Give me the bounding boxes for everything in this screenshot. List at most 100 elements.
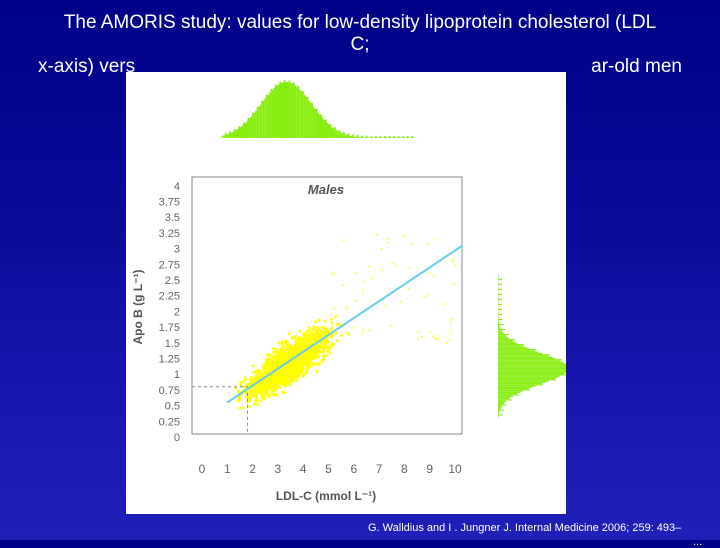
scatter-point bbox=[277, 382, 281, 386]
scatter-point bbox=[274, 383, 278, 387]
top-histogram-bar bbox=[230, 132, 233, 138]
scatter-point bbox=[286, 354, 290, 358]
scatter-point bbox=[302, 374, 305, 378]
top-histogram-bar bbox=[276, 85, 278, 138]
y-tick-label: 3 bbox=[174, 244, 180, 256]
scatter-point bbox=[313, 356, 317, 360]
scatter-outlier bbox=[342, 239, 345, 242]
scatter-point bbox=[297, 338, 301, 342]
right-histogram-bar bbox=[498, 334, 509, 336]
right-histogram-bar bbox=[498, 318, 503, 321]
scatter-point bbox=[289, 353, 293, 356]
scatter-point bbox=[256, 390, 259, 394]
top-histogram-bar bbox=[387, 137, 389, 138]
scatter-point bbox=[274, 364, 278, 368]
top-histogram-bar bbox=[299, 89, 301, 138]
scatter-point bbox=[265, 367, 269, 371]
scatter-point bbox=[262, 367, 265, 371]
top-histogram-bar bbox=[331, 126, 333, 138]
scatter-point bbox=[323, 326, 326, 330]
scatter-point bbox=[319, 340, 323, 344]
scatter-point bbox=[256, 389, 259, 393]
top-histogram-bar bbox=[224, 132, 227, 138]
scatter-point bbox=[267, 380, 271, 384]
scatter-point bbox=[266, 369, 269, 373]
x-tick-label: 7 bbox=[376, 462, 383, 476]
scatter-point bbox=[310, 338, 313, 342]
scatter-point bbox=[324, 341, 328, 345]
right-histogram-bar bbox=[498, 361, 563, 363]
right-histogram-bar bbox=[498, 360, 561, 362]
scatter-point bbox=[272, 377, 276, 380]
y-tick-label: 2.75 bbox=[159, 259, 180, 271]
scatter-point bbox=[296, 373, 299, 377]
right-histogram-bar bbox=[498, 405, 502, 407]
scatter-point bbox=[309, 330, 312, 334]
scatter-point bbox=[326, 329, 330, 333]
right-histogram-bar bbox=[498, 342, 518, 344]
top-histogram-bar bbox=[397, 135, 400, 138]
scatter-point bbox=[279, 374, 283, 377]
scatter-point bbox=[311, 355, 314, 358]
scatter-point bbox=[312, 328, 315, 331]
scatter-point bbox=[272, 350, 275, 354]
scatter-point bbox=[262, 372, 265, 376]
top-histogram-bar bbox=[255, 110, 257, 138]
top-histogram-bar bbox=[261, 100, 263, 138]
scatter-point bbox=[301, 348, 305, 352]
scatter-outlier bbox=[450, 333, 452, 335]
y-tick-label: 0 bbox=[174, 432, 180, 444]
scatter-point bbox=[267, 365, 271, 369]
top-histogram-bar bbox=[233, 129, 236, 138]
scatter-point bbox=[288, 349, 292, 352]
scatter-outlier bbox=[345, 307, 348, 309]
scatter-point bbox=[258, 381, 261, 385]
scatter-point bbox=[321, 354, 325, 358]
scatter-point bbox=[260, 384, 264, 387]
right-histogram-bar bbox=[498, 393, 518, 395]
scatter-point bbox=[251, 364, 255, 368]
top-histogram-bar bbox=[303, 94, 306, 138]
scatter-point bbox=[325, 353, 328, 357]
top-histogram-bar bbox=[356, 134, 359, 138]
scatter-point bbox=[304, 342, 307, 346]
top-histogram-bar bbox=[274, 84, 277, 138]
right-histogram-bar bbox=[498, 335, 507, 337]
scatter-point bbox=[308, 332, 311, 336]
scatter-outlier bbox=[432, 335, 435, 338]
right-histogram-bar bbox=[498, 306, 499, 308]
right-histogram-bar bbox=[498, 281, 499, 283]
scatter-point bbox=[316, 344, 320, 348]
scatter-point bbox=[322, 344, 325, 348]
top-histogram-bar bbox=[385, 137, 388, 138]
x-tick-label: 10 bbox=[448, 462, 462, 476]
scatter-point bbox=[305, 336, 309, 340]
scatter-point bbox=[302, 351, 306, 355]
scatter-point bbox=[269, 357, 272, 361]
scatter-point bbox=[314, 320, 317, 323]
right-histogram-bar bbox=[498, 364, 566, 366]
scatter-point bbox=[295, 379, 298, 382]
scatter-point bbox=[291, 380, 294, 384]
scatter-point bbox=[284, 364, 287, 368]
scatter-point bbox=[306, 364, 310, 368]
scatter-point bbox=[276, 355, 279, 358]
scatter-point bbox=[324, 319, 327, 323]
scatter-point bbox=[299, 358, 303, 361]
scatter-point bbox=[259, 399, 263, 403]
scatter-point bbox=[260, 373, 263, 376]
title-line-3: x-axis) vers ar-old men bbox=[0, 56, 720, 78]
scatter-point bbox=[285, 354, 289, 357]
scatter-point bbox=[307, 361, 311, 365]
right-histogram-bar bbox=[498, 355, 549, 357]
scatter-point bbox=[305, 361, 308, 364]
scatter-point bbox=[253, 388, 257, 392]
scatter-point bbox=[280, 348, 284, 352]
right-histogram-bar bbox=[498, 330, 502, 332]
right-histogram-bar bbox=[498, 411, 500, 414]
scatter-point bbox=[258, 375, 262, 379]
scatter-point bbox=[283, 370, 287, 374]
right-histogram-bar bbox=[498, 327, 501, 329]
scatter-point bbox=[239, 380, 243, 384]
scatter-point bbox=[307, 351, 311, 355]
